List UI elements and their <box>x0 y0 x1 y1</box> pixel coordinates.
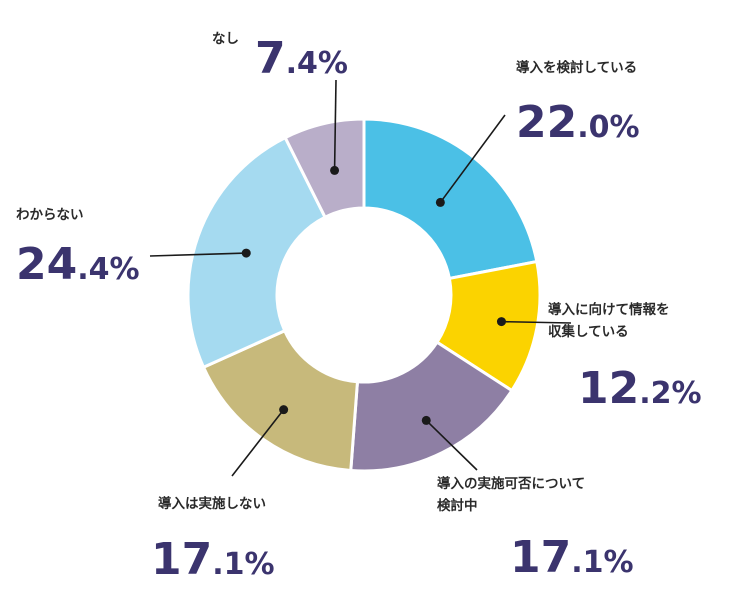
leader-dot-not-implementing <box>279 405 289 415</box>
value-dec-considering: .0 <box>577 110 609 145</box>
category-label-not-implementing: 導入は実施しない <box>158 495 266 512</box>
value-int-none: 7 <box>255 33 286 84</box>
leader-dot-none <box>330 165 340 175</box>
slice-evaluating <box>349 340 514 473</box>
slice-considering <box>362 117 539 281</box>
value-unit-none: % <box>318 46 348 81</box>
leader-dot-unknown <box>241 248 251 258</box>
value-unit-evaluating: % <box>604 545 634 580</box>
category-label-evaluating-line2: 検討中 <box>437 497 478 514</box>
slices-layer <box>186 117 542 473</box>
slice-unknown <box>186 135 328 370</box>
value-label-none: 7.4% <box>255 33 348 84</box>
value-int-evaluating: 17 <box>510 532 571 583</box>
leader-line-unknown <box>149 252 247 257</box>
leader-lines-layer <box>149 79 572 477</box>
value-label-not-implementing: 17.1% <box>151 534 275 585</box>
category-label-evaluating-line1: 導入の実施可否について <box>437 475 585 492</box>
value-label-unknown: 24.4% <box>16 239 140 290</box>
leader-line-evaluating <box>425 419 478 471</box>
category-label-considering: 導入を検討している <box>516 59 637 76</box>
value-int-collecting: 12 <box>578 363 639 414</box>
leader-line-considering <box>439 114 506 203</box>
value-int-not-implementing: 17 <box>151 534 212 585</box>
category-label-unknown: わからない <box>16 207 84 223</box>
leader-dot-evaluating <box>421 415 431 425</box>
value-dec-unknown: .4 <box>77 252 109 287</box>
leader-dot-considering <box>435 197 445 207</box>
value-unit-unknown: % <box>110 252 140 287</box>
category-label-none: なし <box>212 31 239 47</box>
value-label-collecting: 12.2% <box>578 363 702 414</box>
value-dec-evaluating: .1 <box>571 545 603 580</box>
value-label-evaluating: 17.1% <box>510 532 634 583</box>
category-label-collecting-line2: 収集している <box>548 323 629 340</box>
value-dec-none: .4 <box>286 46 318 81</box>
leader-dot-collecting <box>496 317 506 327</box>
value-int-unknown: 24 <box>16 239 77 290</box>
slice-not-implementing <box>201 328 360 473</box>
slice-none <box>283 117 366 220</box>
value-unit-not-implementing: % <box>245 547 275 582</box>
leader-line-none <box>333 79 337 171</box>
value-dec-not-implementing: .1 <box>212 547 244 582</box>
leader-line-collecting <box>501 320 572 324</box>
value-unit-considering: % <box>610 110 640 145</box>
value-int-considering: 22 <box>516 97 577 148</box>
leader-line-not-implementing <box>231 409 285 477</box>
value-dec-collecting: .2 <box>639 376 671 411</box>
category-label-collecting-line1: 導入に向けて情報を <box>548 301 670 318</box>
value-label-considering: 22.0% <box>516 97 640 148</box>
value-unit-collecting: % <box>672 376 702 411</box>
